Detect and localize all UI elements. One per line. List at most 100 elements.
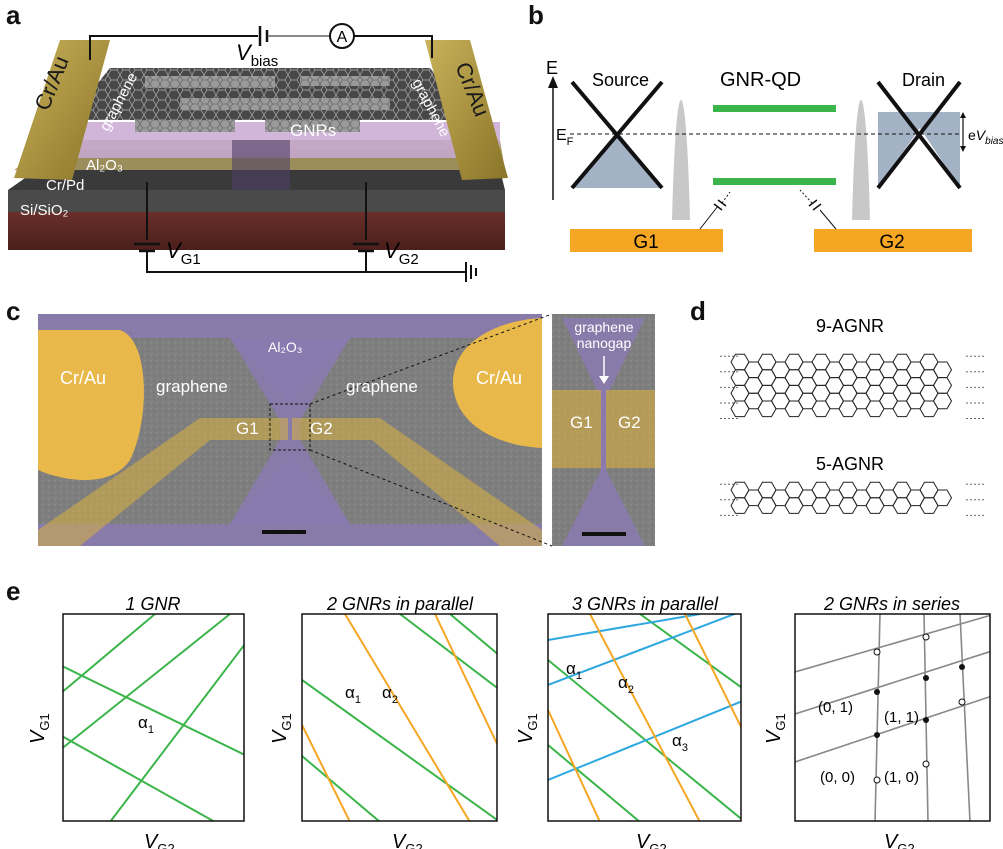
agnr9-lattice [720, 353, 984, 420]
vbias-label: Vbias [236, 40, 278, 70]
resonance-line [434, 614, 497, 747]
triple-point [959, 664, 965, 670]
sem-al2o3-gap [230, 338, 350, 524]
plot2-alpha1: α1 [345, 683, 361, 706]
plot1-ylabel: VG1 [27, 713, 52, 744]
ebias-label: eVbias [968, 127, 1003, 147]
plot1-lines [63, 614, 244, 821]
plot3-alpha2: α2 [618, 673, 634, 696]
triple-point [874, 732, 880, 738]
plot2-frame [301, 613, 498, 822]
resonance-line [63, 614, 231, 749]
zoom-box [269, 403, 311, 451]
plot1-title: 1 GNR [125, 594, 180, 614]
resonance-line [63, 665, 244, 756]
contact-left [14, 40, 110, 180]
drain-cone [876, 80, 962, 190]
triple-point [923, 717, 929, 723]
gnr-ribbon [145, 76, 275, 88]
oxide-layer [8, 190, 505, 212]
coupling-line [721, 191, 731, 204]
resonance-line [449, 614, 497, 655]
resonance-line [109, 643, 244, 821]
inset-scale-bar [582, 532, 626, 536]
resonance-line [684, 614, 741, 730]
ground-wire [146, 251, 466, 273]
resonance-line [302, 724, 351, 821]
panel-e: e 1 GNR 2 GNRs in parallel 3 GNRs in par… [6, 576, 991, 849]
tunnel-barrier-right [852, 100, 870, 220]
plot3-alpha3: α3 [672, 731, 688, 754]
drain-label: Drain [902, 70, 945, 90]
triple-point [873, 776, 881, 784]
gnrs-label: GNRs [290, 121, 336, 140]
scale-bar [262, 530, 306, 534]
silicon-layer [8, 212, 505, 250]
coupling-line [699, 205, 719, 230]
resonance-line [548, 744, 641, 821]
vg2-label: VG2 [384, 238, 419, 268]
panel-c: c Cr/Au Cr/Au Al₂O₃ graphene graphene G1… [6, 296, 655, 547]
plot3-frame [547, 613, 742, 822]
resonance-line [63, 614, 156, 693]
source-filled-states [572, 132, 662, 188]
gate-g2 [814, 229, 972, 252]
triple-point [874, 689, 880, 695]
plot1-frame [62, 613, 245, 822]
resonance-line [548, 709, 601, 821]
sem-contact-right-label: Cr/Au [476, 368, 522, 388]
state-00: (0, 0) [820, 769, 855, 786]
resonance-line [639, 614, 741, 689]
gate-g1-label: G1 [633, 232, 658, 253]
qd-level [713, 178, 836, 185]
energy-axis-label: E [546, 58, 558, 78]
plot2-ylabel: VG1 [269, 713, 294, 744]
panel-label-d: d [690, 296, 706, 326]
inset-arrow-head [599, 376, 609, 384]
capacitor-plate [713, 203, 723, 211]
qd-label: GNR-QD [720, 69, 801, 91]
plot3-xlabel: VG2 [636, 831, 667, 849]
panel-label-a: a [6, 0, 21, 30]
sem-contact-left [38, 330, 144, 480]
ribbon1-label: 9-AGNR [816, 316, 884, 336]
triple-point [873, 648, 881, 656]
sem-g1-label: G1 [236, 419, 259, 438]
vg1-label: VG1 [166, 238, 201, 268]
plot4-title: 2 GNRs in series [823, 594, 960, 614]
hexagon-ring [730, 497, 750, 514]
gnr-ribbon [180, 98, 390, 110]
panel-b: b E Source GNR-QD Drain EF eVbias G1 [528, 0, 1003, 253]
panel-d: d 9-AGNR 5-AGNR [690, 296, 984, 516]
inset-graphene-label: graphene [574, 319, 633, 335]
resonance-line [548, 614, 701, 641]
plot3-ylabel: VG1 [515, 713, 540, 744]
inset-nanogap [601, 390, 606, 470]
agnr5-lattice [720, 481, 984, 516]
resonance-line [399, 614, 497, 689]
qd-level [713, 105, 836, 112]
inset-g1-label: G1 [570, 413, 593, 432]
source-label: Source [592, 70, 649, 90]
contact-right [425, 40, 508, 180]
zoom-line [309, 313, 553, 405]
state-11: (1, 1) [884, 709, 919, 726]
plot4-frame [794, 613, 991, 822]
plot4-ylabel: VG1 [763, 713, 788, 744]
resonance-line [548, 700, 741, 781]
triple-point [958, 698, 966, 706]
plot4-triple-points [873, 633, 966, 784]
triple-point [922, 633, 930, 641]
tunnel-barrier-left [672, 100, 690, 220]
hexagon-ring [784, 497, 804, 514]
ef-label: EF [556, 127, 574, 148]
series-line [874, 614, 881, 821]
state-01: (0, 1) [818, 699, 853, 716]
gnr-ribbon [265, 120, 360, 132]
series-line [795, 614, 990, 673]
plot4-xlabel: VG2 [884, 831, 915, 849]
sem-graphene-left-label: graphene [156, 377, 228, 396]
panel-label-c: c [6, 296, 20, 326]
inset-nanogap-label: nanogap [577, 335, 632, 351]
